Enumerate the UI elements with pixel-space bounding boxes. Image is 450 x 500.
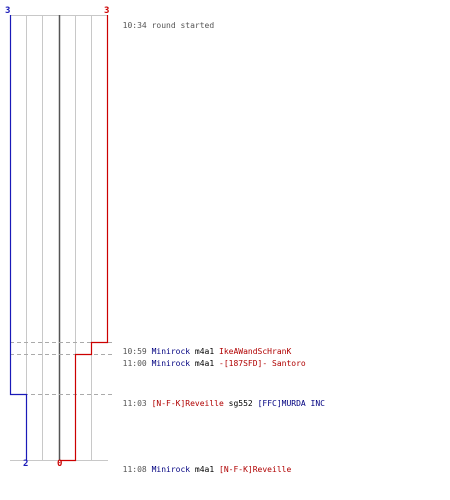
event-victim: [FFC]MURDA INC	[257, 399, 325, 408]
event-kill: 10:59 Minirock m4a1 IkeAWandScHranK	[113, 337, 292, 357]
event-victim: -[187SFD]- Santoro	[219, 359, 306, 368]
event-killer: Minirock	[151, 465, 191, 474]
blue-team-line	[9, 15, 28, 461]
event-text: round started	[151, 21, 215, 30]
event-time: 10:59	[122, 347, 147, 356]
score-top-right: 3	[104, 6, 110, 16]
event-killer: [N-F-K]Reveille	[151, 399, 224, 408]
event-round-started: 10:34 round started	[113, 11, 215, 31]
score-bottom-blue: 2	[23, 459, 29, 469]
event-time: 10:34	[122, 21, 147, 30]
event-time: 11:08	[122, 465, 147, 474]
event-weapon: m4a1	[194, 359, 215, 368]
event-weapon: sg552	[228, 399, 253, 408]
event-weapon: m4a1	[194, 347, 215, 356]
event-time: 11:03	[122, 399, 147, 408]
event-time: 11:00	[122, 359, 147, 368]
event-kill: 11:08 Minirock m4a1 [N-F-K]Reveille	[113, 455, 292, 475]
event-kill: 11:00 Minirock m4a1 -[187SFD]- Santoro	[113, 349, 306, 369]
event-killer: Minirock	[151, 359, 191, 368]
event-victim: [N-F-K]Reveille	[219, 465, 292, 474]
score-bottom-red: 0	[57, 459, 63, 469]
event-kill: 11:03 [N-F-K]Reveille sg552 [FFC]MURDA I…	[113, 389, 325, 409]
event-killer: Minirock	[151, 347, 191, 356]
event-dashed-lines	[10, 342, 112, 395]
score-top-left: 3	[5, 6, 11, 16]
red-team-line	[60, 15, 109, 462]
event-victim: IkeAWandScHranK	[219, 347, 292, 356]
grid-lines	[10, 15, 108, 461]
event-weapon: m4a1	[194, 465, 215, 474]
